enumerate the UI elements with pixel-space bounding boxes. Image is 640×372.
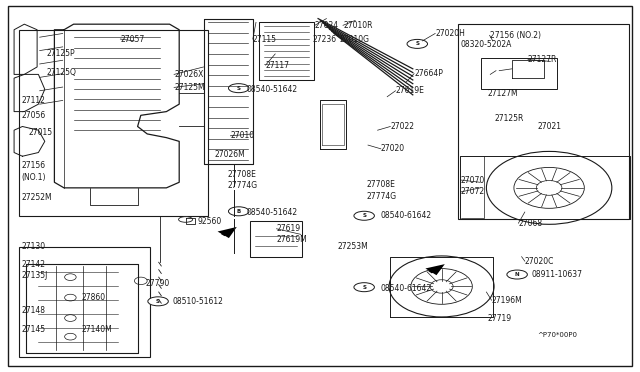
Text: 27021: 27021 — [538, 122, 562, 131]
Text: 08540-61642: 08540-61642 — [380, 284, 431, 293]
Text: 27196M: 27196M — [492, 296, 522, 305]
Text: 27619M: 27619M — [276, 235, 307, 244]
Text: 27619E: 27619E — [396, 86, 424, 95]
Circle shape — [65, 294, 76, 301]
Text: 27056: 27056 — [21, 111, 45, 120]
Text: 27719: 27719 — [488, 314, 512, 323]
Text: 27664P: 27664P — [414, 69, 443, 78]
Text: 27026X: 27026X — [174, 70, 204, 79]
Circle shape — [536, 180, 562, 195]
Bar — [458, 24, 629, 219]
Text: 27022: 27022 — [390, 122, 415, 131]
Ellipse shape — [228, 84, 249, 93]
Text: 08540-51642: 08540-51642 — [246, 85, 298, 94]
Ellipse shape — [179, 217, 193, 222]
Text: 27774G: 27774G — [228, 182, 258, 190]
Text: 27125Q: 27125Q — [46, 68, 76, 77]
Text: 08510-51612: 08510-51612 — [173, 297, 223, 306]
Text: 27790: 27790 — [146, 279, 170, 288]
Text: 27127R: 27127R — [528, 55, 557, 64]
Text: S: S — [362, 213, 366, 218]
Text: 27125R: 27125R — [494, 114, 524, 123]
Text: 92560: 92560 — [197, 217, 221, 226]
Ellipse shape — [148, 297, 168, 306]
Text: N: N — [515, 272, 520, 277]
Ellipse shape — [354, 283, 374, 292]
Circle shape — [411, 269, 472, 304]
Text: 27112: 27112 — [21, 96, 45, 105]
Text: 27708E: 27708E — [367, 180, 396, 189]
Text: 27024: 27024 — [315, 21, 339, 30]
Circle shape — [430, 280, 453, 293]
Text: 27010G: 27010G — [339, 35, 369, 44]
Text: 27117: 27117 — [266, 61, 289, 70]
Text: 27774G: 27774G — [367, 192, 397, 201]
Circle shape — [134, 277, 147, 285]
Circle shape — [486, 151, 612, 224]
Text: 27072: 27072 — [461, 187, 485, 196]
Text: 27148: 27148 — [21, 306, 45, 315]
Ellipse shape — [228, 207, 249, 216]
Text: 27236: 27236 — [313, 35, 337, 44]
Text: 27156: 27156 — [21, 161, 45, 170]
Text: 27115: 27115 — [253, 35, 277, 44]
Text: S: S — [237, 86, 241, 91]
Text: 27252M: 27252M — [21, 193, 52, 202]
Circle shape — [65, 274, 76, 280]
Text: 27135J: 27135J — [21, 271, 47, 280]
Text: 27057: 27057 — [120, 35, 145, 44]
Text: 27253M: 27253M — [337, 242, 368, 251]
Text: 27015: 27015 — [29, 128, 53, 137]
Text: 27142: 27142 — [21, 260, 45, 269]
Text: 27068: 27068 — [518, 219, 543, 228]
Text: 27020H: 27020H — [435, 29, 465, 38]
Text: 27127M: 27127M — [488, 89, 518, 97]
Ellipse shape — [354, 211, 374, 220]
Text: ^P70*00P0: ^P70*00P0 — [538, 332, 578, 338]
Bar — [19, 30, 208, 216]
Text: 27010R: 27010R — [343, 21, 372, 30]
Circle shape — [389, 256, 494, 317]
Text: (NO.1): (NO.1) — [21, 173, 45, 182]
Text: 27156 (NO.2): 27156 (NO.2) — [490, 31, 541, 40]
Text: 27130: 27130 — [21, 242, 45, 251]
FancyArrow shape — [426, 264, 445, 275]
Text: 27020C: 27020C — [525, 257, 554, 266]
Circle shape — [65, 315, 76, 321]
Bar — [19, 247, 150, 357]
FancyArrow shape — [218, 227, 237, 238]
Circle shape — [514, 167, 584, 208]
Text: 08540-61642: 08540-61642 — [380, 211, 431, 219]
Text: 27708E: 27708E — [228, 170, 257, 179]
Text: S: S — [415, 41, 419, 46]
Text: S: S — [156, 299, 160, 304]
Text: 27125M: 27125M — [174, 83, 205, 92]
Text: 27026M: 27026M — [214, 150, 245, 159]
Bar — [481, 58, 557, 89]
Text: 08320-5202A: 08320-5202A — [461, 40, 512, 49]
Text: 08911-10637: 08911-10637 — [531, 270, 582, 279]
Text: 27125P: 27125P — [46, 49, 75, 58]
Text: 27020: 27020 — [381, 144, 405, 153]
Ellipse shape — [407, 39, 428, 48]
Text: 27619: 27619 — [276, 224, 301, 233]
Circle shape — [65, 333, 76, 340]
Text: B: B — [237, 209, 241, 214]
Text: 27145: 27145 — [21, 325, 45, 334]
Text: 27070: 27070 — [461, 176, 485, 185]
Text: S: S — [362, 285, 366, 290]
Text: 08540-51642: 08540-51642 — [246, 208, 298, 217]
Ellipse shape — [507, 270, 527, 279]
Text: 27140M: 27140M — [82, 325, 113, 334]
Bar — [250, 221, 302, 257]
Text: 27010: 27010 — [230, 131, 255, 140]
Text: 27860: 27860 — [82, 293, 106, 302]
